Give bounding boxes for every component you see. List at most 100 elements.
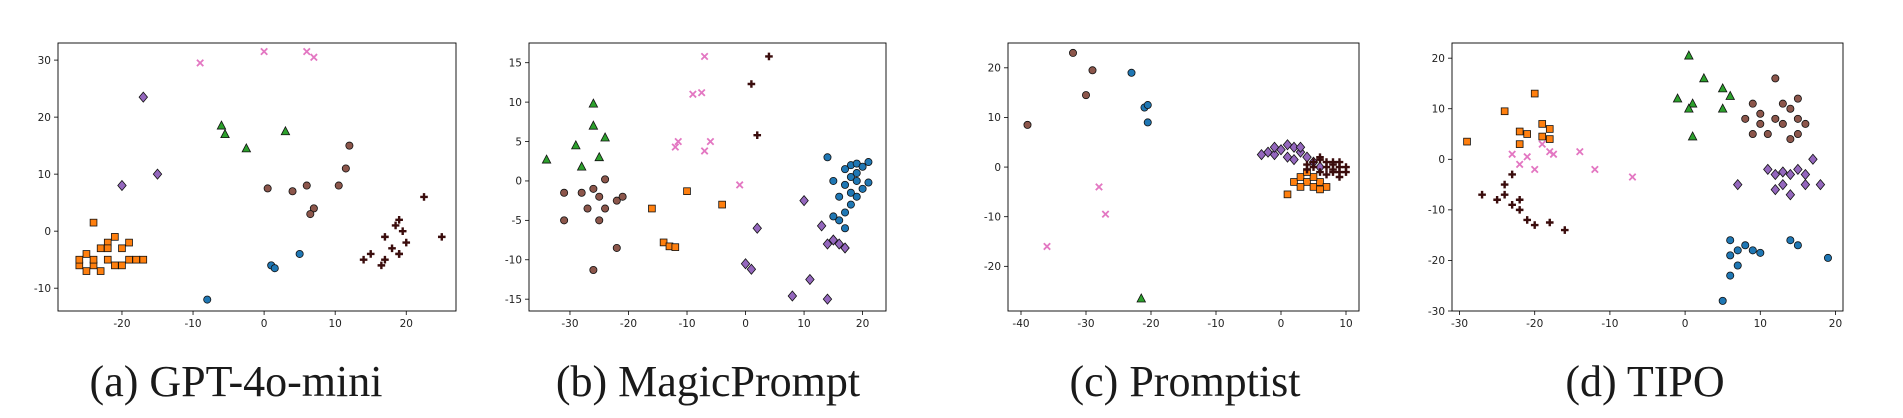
data-point-purple-diamond	[1770, 184, 1781, 196]
scatter-panel-4: -30 -20 -10 0 10 20 -30 -20 -10 0 10 20 (d) TIPO	[1428, 42, 1844, 406]
data-point-orange-square	[75, 255, 84, 264]
data-point-pink-x	[260, 47, 268, 56]
data-point-green-triangle	[241, 143, 252, 153]
data-point-darkred-plus	[1316, 168, 1324, 176]
data-point-purple-diamond	[828, 234, 839, 246]
y-tick-label: -15	[505, 294, 522, 306]
data-point-pink-x	[689, 90, 697, 99]
data-point-blue-circle	[841, 180, 850, 189]
data-point-purple-diamond	[1793, 163, 1803, 176]
x-tick-label: 10	[797, 318, 810, 330]
data-point-orange-square	[1309, 173, 1318, 181]
data-point-brown-circle	[1778, 119, 1787, 128]
data-point-purple-diamond	[1785, 168, 1796, 181]
data-point-darkred-plus	[377, 261, 386, 270]
x-tick-label: 0	[261, 318, 268, 330]
data-point-blue-circle	[835, 216, 844, 225]
data-point-pink-x	[700, 52, 709, 61]
data-point-brown-circle	[1023, 120, 1032, 129]
y-tick-label: -5	[512, 215, 522, 227]
data-point-brown-circle	[1088, 66, 1097, 75]
data-point-brown-circle	[1786, 104, 1795, 113]
data-point-orange-square	[139, 255, 148, 264]
y-tick-label: 20	[38, 112, 51, 124]
data-point-pink-x	[1095, 183, 1103, 191]
x-tick-label: -30	[561, 318, 578, 330]
data-point-purple-diamond	[1785, 189, 1796, 201]
data-point-darkred-plus	[1303, 165, 1311, 174]
data-point-blue-circle	[270, 264, 279, 273]
data-point-orange-square	[1303, 178, 1311, 186]
y-tick-label: 5	[515, 136, 522, 148]
data-point-blue-circle	[1718, 296, 1727, 305]
data-point-blue-circle	[1823, 253, 1832, 262]
data-point-green-triangle	[280, 125, 291, 136]
data-point-orange-square	[125, 255, 133, 264]
data-point-orange-square	[1316, 178, 1324, 186]
data-point-brown-circle	[1748, 130, 1757, 139]
data-point-blue-circle	[841, 208, 850, 217]
data-point-brown-circle	[595, 216, 604, 225]
data-point-darkred-plus	[395, 215, 403, 224]
y-tick-label: -20	[1428, 255, 1445, 267]
y-tick-label: -10	[34, 283, 51, 295]
data-point-blue-circle	[841, 165, 850, 174]
data-point-darkred-plus	[1515, 206, 1524, 214]
data-point-darkred-plus	[1500, 190, 1509, 199]
data-point-blue-circle	[1143, 101, 1152, 110]
data-point-blue-circle	[1733, 246, 1742, 255]
data-point-darkred-plus	[1478, 190, 1486, 199]
data-point-orange-square	[118, 244, 126, 253]
data-point-blue-circle	[1741, 241, 1750, 250]
plot-frame	[1451, 42, 1844, 312]
data-point-darkred-plus	[1530, 221, 1539, 229]
data-point-orange-square	[1500, 107, 1509, 116]
data-point-brown-circle	[1793, 94, 1802, 103]
data-point-darkred-plus	[1342, 163, 1350, 171]
data-point-blue-circle	[203, 295, 212, 304]
data-point-darkred-plus	[1329, 158, 1337, 166]
data-point-green-triangle	[588, 120, 599, 130]
data-point-purple-diamond	[1302, 151, 1312, 163]
x-tick-label: 10	[328, 318, 341, 330]
data-point-green-triangle	[1683, 50, 1694, 60]
data-point-brown-circle	[560, 188, 569, 197]
data-point-orange-square	[1538, 132, 1547, 141]
x-tick-label: -30	[1451, 318, 1468, 330]
data-point-purple-diamond	[138, 91, 149, 103]
data-point-purple-diamond	[1269, 149, 1280, 161]
data-point-pink-x	[310, 53, 318, 62]
data-point-green-triangle	[216, 120, 227, 130]
data-point-darkred-plus	[1493, 195, 1501, 204]
data-point-green-triangle	[1699, 72, 1709, 83]
data-point-darkred-plus	[1515, 195, 1524, 204]
data-point-pink-x	[1575, 147, 1584, 156]
data-point-purple-diamond	[117, 179, 127, 192]
y-tick-label: -10	[1428, 205, 1445, 217]
data-point-orange-square	[1296, 183, 1305, 191]
plot-frame	[1007, 42, 1360, 312]
x-tick-label: -30	[1077, 318, 1094, 330]
data-point-brown-circle	[612, 243, 621, 252]
data-point-pink-x	[1043, 242, 1051, 251]
data-point-green-triangle	[576, 161, 587, 171]
panel-caption: (d) TIPO	[1565, 357, 1724, 406]
data-point-orange-square	[89, 255, 98, 264]
data-point-brown-circle	[601, 175, 610, 184]
data-point-brown-circle	[1793, 114, 1802, 123]
data-point-darkred-plus	[1545, 218, 1554, 227]
data-point-blue-circle	[1793, 241, 1802, 250]
data-point-brown-circle	[1082, 91, 1091, 100]
data-point-brown-circle	[1801, 119, 1810, 128]
data-point-pink-x	[1628, 173, 1637, 181]
y-tick-label: 20	[1432, 53, 1445, 65]
data-point-orange-square	[1309, 183, 1318, 191]
y-tick-label: 0	[994, 162, 1001, 174]
y-tick-label: 10	[38, 169, 51, 181]
plot-frame	[528, 42, 887, 312]
data-point-orange-square	[1515, 127, 1524, 136]
data-point-green-triangle	[1136, 293, 1147, 303]
data-point-brown-circle	[1748, 99, 1757, 108]
data-point-blue-circle	[864, 178, 873, 187]
data-point-orange-square	[1290, 178, 1298, 186]
